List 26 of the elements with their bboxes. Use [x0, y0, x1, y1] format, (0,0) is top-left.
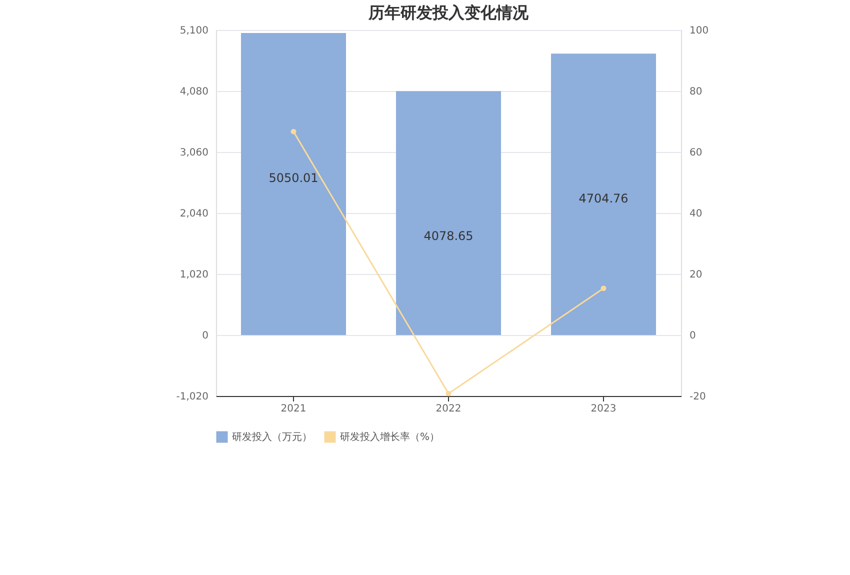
data-label: 4078.65 [424, 229, 474, 244]
data-label: 4704.76 [578, 192, 628, 206]
chart-title: 历年研发投入变化情况 [368, 3, 530, 22]
y2-tick-label: -20 [690, 392, 706, 402]
x-tick-label: 2021 [280, 404, 306, 414]
legend-label: 研发投入增长率（%） [340, 431, 440, 443]
y-tick-label: 5,100 [180, 26, 208, 36]
y2-tick-label: 80 [690, 86, 702, 98]
x-tick-label: 2022 [436, 404, 462, 414]
y-tick-label: 3,060 [180, 148, 208, 158]
y-tick-label: 0 [202, 330, 208, 342]
point [446, 390, 452, 396]
point [290, 128, 296, 134]
y2-tick-label: 20 [690, 270, 702, 280]
y2-tick-label: 100 [690, 26, 709, 36]
y-tick-label: 4,080 [180, 86, 208, 98]
point [600, 286, 606, 292]
y2-tick-label: 40 [690, 208, 702, 220]
y-tick-label: 1,020 [180, 270, 208, 280]
legend-label: 研发投入（万元） [232, 431, 312, 443]
y-tick-label: -1,020 [176, 392, 208, 402]
x-tick-label: 2023 [590, 404, 616, 414]
y2-tick-label: 0 [690, 330, 696, 342]
y-tick-label: 2,040 [180, 208, 208, 220]
y2-tick-label: 60 [690, 148, 702, 158]
data-label: 5050.01 [268, 170, 318, 185]
